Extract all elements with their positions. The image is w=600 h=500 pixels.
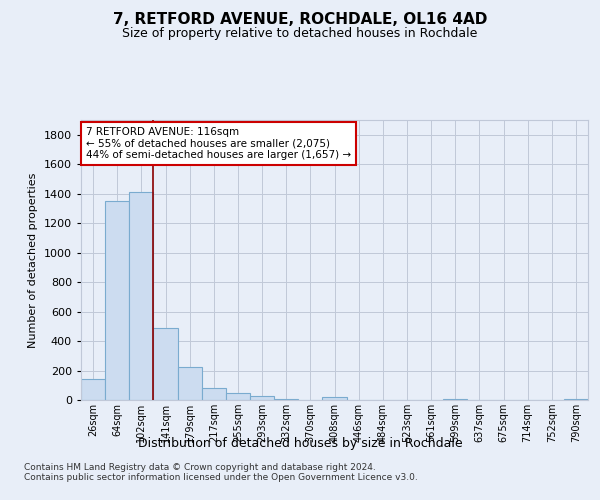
Bar bbox=[274, 398, 298, 400]
Text: Distribution of detached houses by size in Rochdale: Distribution of detached houses by size … bbox=[137, 438, 463, 450]
Bar bbox=[81, 380, 105, 400]
Bar bbox=[178, 367, 202, 400]
Text: 7 RETFORD AVENUE: 116sqm
← 55% of detached houses are smaller (2,075)
44% of sem: 7 RETFORD AVENUE: 116sqm ← 55% of detach… bbox=[86, 127, 351, 160]
Bar bbox=[105, 201, 129, 400]
Bar bbox=[129, 192, 154, 400]
Text: 7, RETFORD AVENUE, ROCHDALE, OL16 4AD: 7, RETFORD AVENUE, ROCHDALE, OL16 4AD bbox=[113, 12, 487, 28]
Bar bbox=[154, 328, 178, 400]
Bar bbox=[202, 388, 226, 400]
Bar bbox=[322, 397, 347, 400]
Bar bbox=[226, 394, 250, 400]
Y-axis label: Number of detached properties: Number of detached properties bbox=[28, 172, 38, 348]
Bar bbox=[250, 396, 274, 400]
Bar bbox=[443, 398, 467, 400]
Bar bbox=[564, 398, 588, 400]
Text: Contains HM Land Registry data © Crown copyright and database right 2024.
Contai: Contains HM Land Registry data © Crown c… bbox=[24, 462, 418, 482]
Text: Size of property relative to detached houses in Rochdale: Size of property relative to detached ho… bbox=[122, 28, 478, 40]
